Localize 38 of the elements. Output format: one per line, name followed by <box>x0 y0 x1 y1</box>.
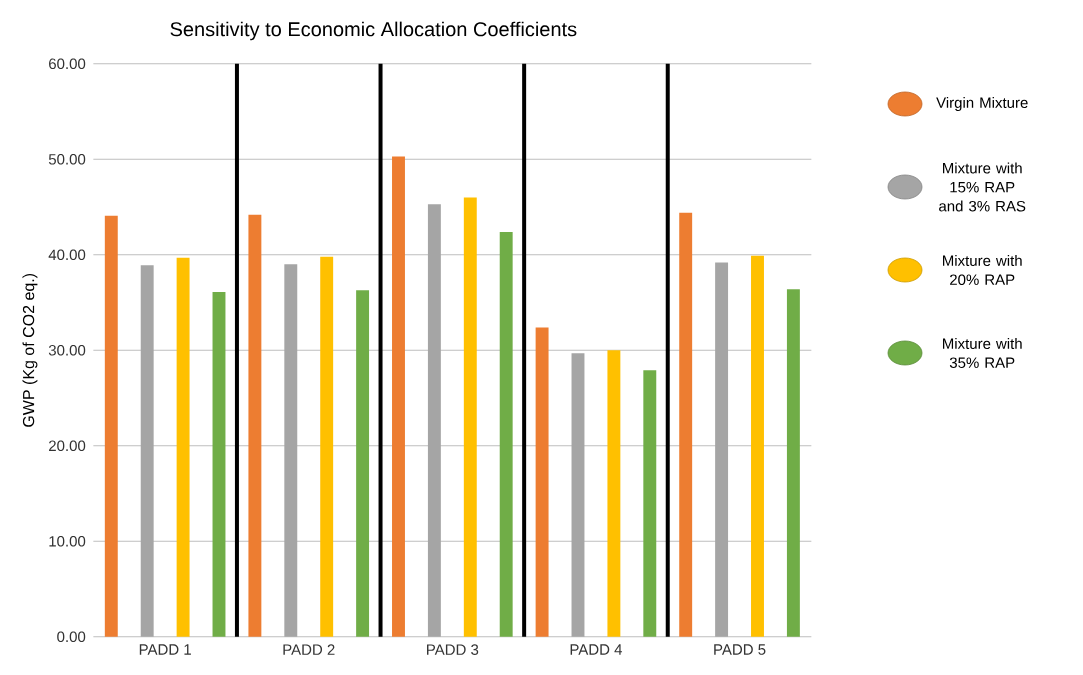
bar <box>499 231 513 637</box>
bar <box>643 370 657 637</box>
bar <box>571 353 585 637</box>
bar <box>786 289 800 637</box>
bar <box>104 215 118 637</box>
bar <box>535 327 549 637</box>
legend-label: Mixture with 35% RAP <box>943 337 1022 368</box>
bar <box>679 212 693 637</box>
y-tick-label: 40.00 <box>48 249 86 261</box>
bar <box>320 256 334 637</box>
y-tick-label: 20.00 <box>49 440 86 452</box>
x-tick-label: PADD 1 <box>139 644 191 655</box>
y-tick-label: 30.00 <box>48 344 86 356</box>
x-tick-label: PADD 5 <box>714 644 766 655</box>
y-tick-label: 60.00 <box>49 58 86 70</box>
legend-label: Virgin Mixture <box>936 97 1028 111</box>
x-tick-label: PADD 3 <box>427 644 479 655</box>
bar <box>427 204 441 637</box>
legend-label: Mixture with 15% RAP and 3% RAS <box>939 162 1026 212</box>
y-tick-label: 0.00 <box>57 631 86 643</box>
bar <box>176 257 190 637</box>
bar <box>212 292 226 637</box>
legend-label: Mixture with 20% RAP <box>943 254 1022 285</box>
bar <box>248 214 262 637</box>
bar <box>607 350 621 637</box>
bar <box>284 264 298 637</box>
chart-title: Sensitivity to Economic Allocation Coefficients <box>170 21 577 41</box>
x-tick-label: PADD 2 <box>283 644 335 655</box>
y-tick-label: 10.00 <box>49 535 86 547</box>
bar <box>140 265 154 637</box>
y-axis-title: GWP (Kg of CO2 eq.) <box>22 273 38 427</box>
y-tick-label: 50.00 <box>48 153 86 165</box>
bar <box>356 290 370 637</box>
bar <box>751 255 764 637</box>
bar <box>463 197 477 637</box>
x-tick-label: PADD 4 <box>570 644 623 655</box>
bar <box>715 262 729 637</box>
bar <box>392 156 405 637</box>
